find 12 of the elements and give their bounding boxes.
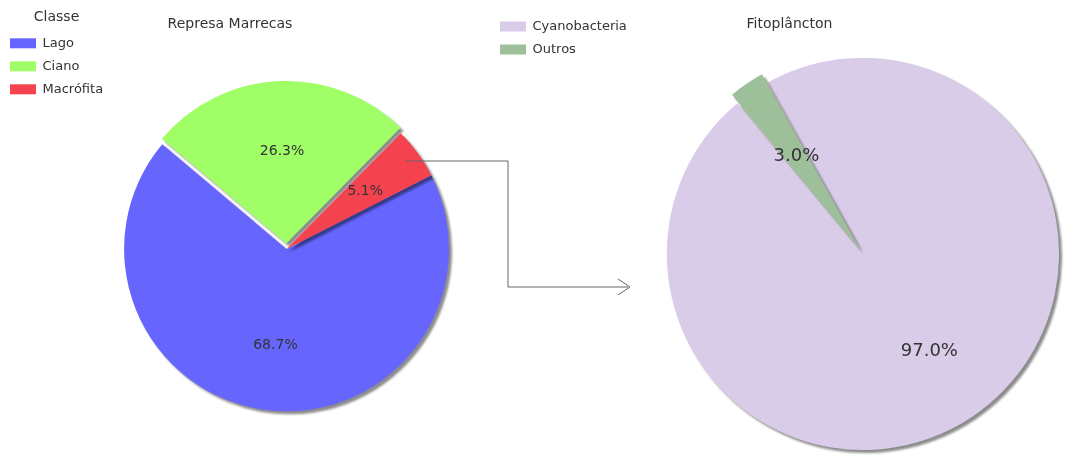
- data-label: 26.3%: [259, 142, 305, 159]
- data-label: 68.7%: [253, 336, 298, 353]
- data-label: 5.1%: [347, 182, 384, 199]
- data-label: 97.0%: [900, 338, 958, 360]
- chart-title: Represa Marrecas: [167, 15, 293, 32]
- legend-label: Macrófita: [42, 80, 104, 96]
- legend-title: Classe: [33, 7, 80, 24]
- legend-label: Ciano: [42, 57, 80, 73]
- legend-label: Cyanobacteria: [532, 17, 627, 33]
- legend-label: Lago: [42, 34, 74, 50]
- legend-label: Outros: [532, 40, 577, 56]
- chart-title: Fitoplâncton: [746, 15, 833, 32]
